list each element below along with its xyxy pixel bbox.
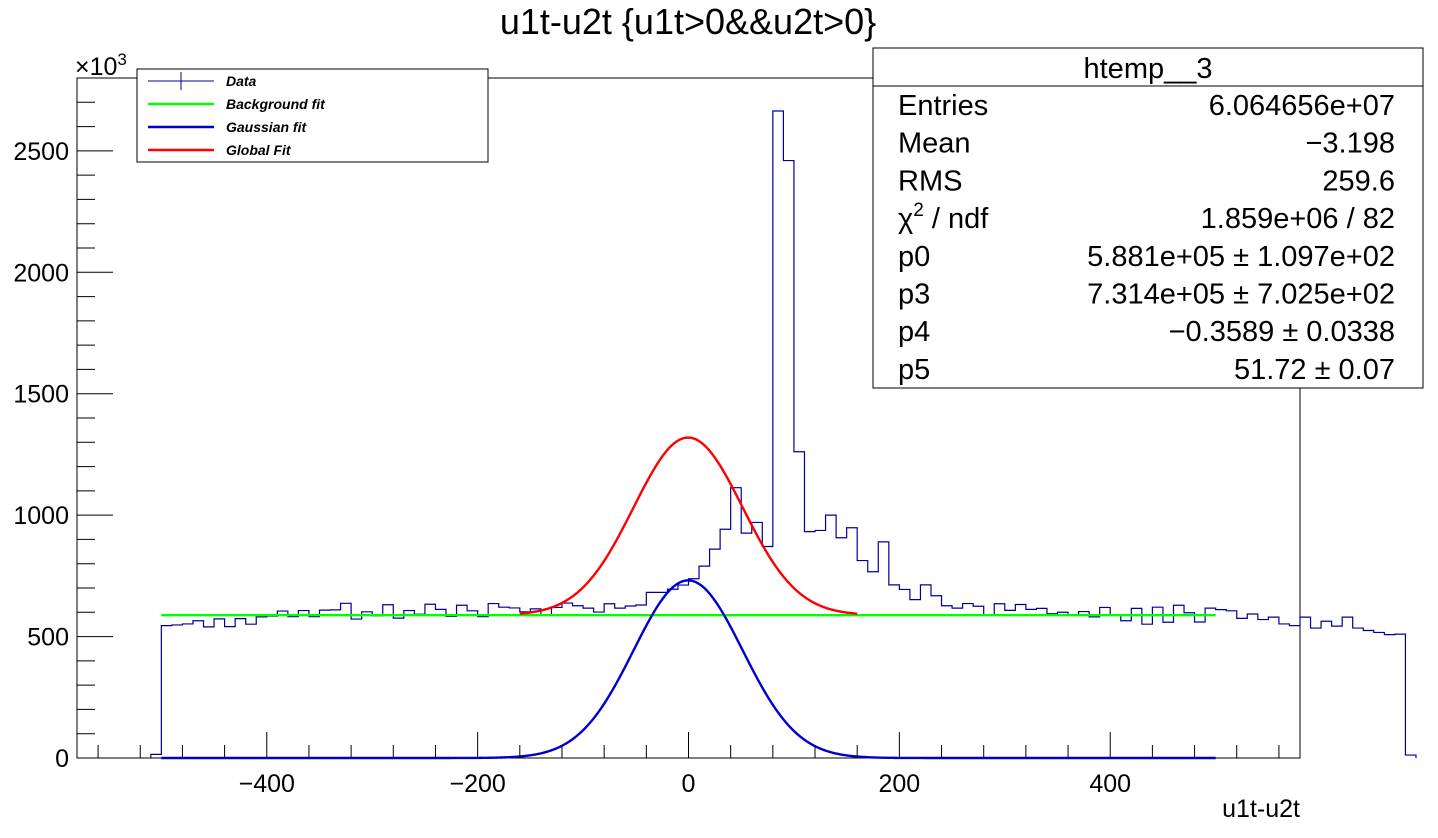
y-axis-multiplier-exponent: 3 [117, 50, 126, 69]
stats-row-value: 6.064656e+07 [1209, 90, 1395, 122]
stats-row-label: Mean [898, 128, 971, 160]
global-fit-curve [519, 436, 858, 615]
stats-row: p3 7.314e+05 ± 7.025e+02 [898, 279, 1395, 311]
stats-row-label: p4 [898, 316, 930, 348]
legend-entry: Global Fit [148, 142, 292, 158]
y-axis-multiplier: ×103 [75, 50, 127, 81]
stats-row-value: −3.198 [1305, 128, 1395, 160]
stats-row-label: p3 [898, 279, 930, 311]
x-tick-label: 200 [879, 770, 921, 798]
chart-title: u1t-u2t {u1t>0&&u2t>0} [500, 1, 876, 42]
stats-row-label-superscript: 2 [913, 200, 924, 221]
stats-row-label: χ2 / ndf [898, 200, 989, 235]
stats-row: χ2 / ndf 1.859e+06 / 82 [898, 200, 1395, 235]
y-tick-label: 1000 [13, 502, 69, 530]
legend-box [136, 68, 489, 163]
y-tick-label: 1500 [13, 381, 69, 409]
stats-row-value: −0.3589 ± 0.0338 [1169, 316, 1395, 348]
stats-box-frame [872, 47, 1424, 389]
legend-entry: Data [148, 72, 257, 90]
stats-box: htemp__3 Entries 6.064656e+07 Mean −3.198 RMS… [872, 47, 1424, 389]
stats-row: p0 5.881e+05 ± 1.097e+02 [898, 241, 1395, 273]
x-tick-label: 400 [1089, 770, 1131, 798]
histogram-outline [150, 110, 1417, 758]
stats-row-label: p0 [898, 241, 930, 273]
stats-row-value: 259.6 [1322, 165, 1395, 197]
stats-row: p5 51.72 ± 0.07 [898, 354, 1395, 386]
legend-entry: Background fit [148, 96, 326, 112]
x-tick-label: 0 [682, 770, 696, 798]
stats-row-value: 51.72 ± 0.07 [1234, 354, 1395, 386]
x-tick-label: −400 [239, 770, 295, 798]
gaussian-fit-curve [161, 579, 1216, 760]
y-tick-label: 2500 [13, 138, 69, 166]
stats-row: Entries 6.064656e+07 [898, 90, 1395, 122]
stats-row-value: 1.859e+06 / 82 [1201, 203, 1395, 235]
x-axis-label: u1t-u2t [1222, 795, 1300, 823]
x-tick-label: −200 [449, 770, 505, 798]
stats-row-label-suffix: / ndf [924, 203, 989, 235]
stats-row-value: 5.881e+05 ± 1.097e+02 [1087, 241, 1395, 273]
stats-row-value: 7.314e+05 ± 7.025e+02 [1087, 279, 1395, 311]
legend: Data Background fit Gaussian fit Global Fit [136, 68, 489, 163]
stats-row: Mean −3.198 [898, 128, 1395, 160]
legend-label: Gaussian fit [226, 119, 307, 135]
stats-row: RMS 259.6 [898, 165, 1395, 197]
stats-row-label: p5 [898, 354, 930, 386]
legend-label: Global Fit [226, 142, 292, 158]
legend-label: Data [226, 73, 257, 89]
y-tick-label: 0 [55, 745, 69, 773]
y-tick-label: 500 [27, 624, 69, 652]
stats-row-label: RMS [898, 165, 962, 197]
legend-entry: Gaussian fit [148, 119, 307, 135]
stats-row-label: Entries [898, 90, 988, 122]
legend-label: Background fit [226, 96, 326, 112]
stats-box-title: htemp__3 [1084, 53, 1213, 85]
stats-row: p4 −0.3589 ± 0.0338 [898, 316, 1395, 348]
y-tick-label: 2000 [13, 259, 69, 287]
